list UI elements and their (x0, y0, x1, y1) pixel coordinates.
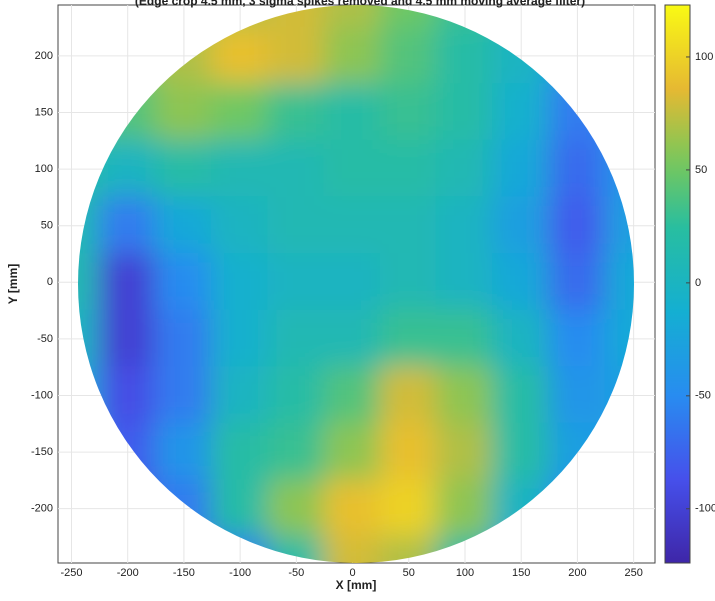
heat-cell (323, 196, 381, 255)
chart: (Edge crop 4.5 mm, 3 sigma spikes remove… (0, 0, 715, 596)
heat-cell (267, 366, 325, 425)
heat-cell (267, 479, 325, 538)
x-tick-label: 100 (456, 567, 474, 579)
heat-cell (548, 253, 606, 312)
heat-cell (436, 423, 494, 482)
heat-cell (436, 366, 494, 425)
heat-cell (380, 536, 438, 595)
heat-cell (323, 479, 381, 538)
colorbar-tick-label: 50 (695, 164, 707, 176)
heat-cell (436, 253, 494, 312)
y-tick-label: -100 (31, 389, 53, 401)
heat-cell (492, 83, 550, 142)
y-tick-label: 0 (47, 276, 53, 288)
x-tick-label: -250 (60, 567, 82, 579)
heat-cell (155, 366, 213, 425)
heat-cell (267, 310, 325, 369)
heat-cell (380, 366, 438, 425)
heat-cell (155, 423, 213, 482)
heat-cell (436, 140, 494, 199)
x-axis-label: X [mm] (336, 578, 377, 592)
x-tick-label: 50 (403, 567, 415, 579)
heat-cell (211, 366, 269, 425)
x-tick-label: -150 (173, 567, 195, 579)
x-tick-label: -200 (117, 567, 139, 579)
heat-cell (548, 140, 606, 199)
x-tick-label: 0 (350, 567, 356, 579)
heat-cell (211, 196, 269, 255)
heat-cell (548, 196, 606, 255)
heat-cell (323, 423, 381, 482)
heat-cell (323, 310, 381, 369)
heat-cell (155, 196, 213, 255)
heat-cell (380, 196, 438, 255)
x-tick-label: -100 (229, 567, 251, 579)
heat-cell (492, 310, 550, 369)
y-axis-label: Y [mm] (6, 264, 20, 304)
heat-cell (323, 140, 381, 199)
colorbar-tick-label: 100 (695, 51, 713, 63)
heat-cell (380, 253, 438, 312)
y-tick-label: -50 (37, 333, 53, 345)
heat-cell (267, 83, 325, 142)
heat-cell (267, 140, 325, 199)
heat-cell (211, 310, 269, 369)
heat-cell (492, 423, 550, 482)
heat-cell (492, 253, 550, 312)
heat-cell (380, 83, 438, 142)
heat-cell (267, 27, 325, 86)
heat-cell (267, 253, 325, 312)
heat-cell (436, 196, 494, 255)
y-tick-label: -150 (31, 446, 53, 458)
heat-cell (155, 83, 213, 142)
heat-cell (380, 310, 438, 369)
heat-cell (380, 27, 438, 86)
heat-cell (323, 366, 381, 425)
colorbar-tick-label: 0 (695, 277, 701, 289)
heat-cell (492, 196, 550, 255)
heat-cell (99, 253, 157, 312)
y-tick-label: -200 (31, 503, 53, 515)
colorbar (665, 5, 690, 563)
heat-cell (211, 140, 269, 199)
heat-cell (267, 196, 325, 255)
heat-cell (548, 310, 606, 369)
heat-cell (380, 140, 438, 199)
x-tick-label: 150 (512, 567, 530, 579)
y-tick-label: 150 (35, 106, 53, 118)
heat-cell (155, 310, 213, 369)
heat-cell (155, 140, 213, 199)
x-tick-label: -50 (288, 567, 304, 579)
heat-cell (323, 83, 381, 142)
heat-cell (492, 140, 550, 199)
heat-cell (99, 310, 157, 369)
heat-cell (323, 27, 381, 86)
x-tick-label: 200 (568, 567, 586, 579)
y-tick-label: 100 (35, 163, 53, 175)
x-tick-label: 250 (624, 567, 642, 579)
heat-cell (380, 423, 438, 482)
heat-cell (267, 423, 325, 482)
heat-cell (211, 83, 269, 142)
heat-cell (436, 83, 494, 142)
heat-cell (492, 366, 550, 425)
heat-cell (548, 366, 606, 425)
heat-cell (211, 423, 269, 482)
heat-cell (99, 196, 157, 255)
y-tick-label: 200 (35, 50, 53, 62)
heat-cell (436, 479, 494, 538)
colorbar-tick-label: -50 (695, 390, 711, 402)
heat-cell (155, 253, 213, 312)
heat-cell (380, 479, 438, 538)
heat-cell (211, 253, 269, 312)
heat-cell (323, 253, 381, 312)
y-tick-label: 50 (41, 220, 53, 232)
heat-cell (267, 536, 325, 595)
colorbar-tick-label: -100 (695, 503, 715, 515)
heat-cell (436, 310, 494, 369)
